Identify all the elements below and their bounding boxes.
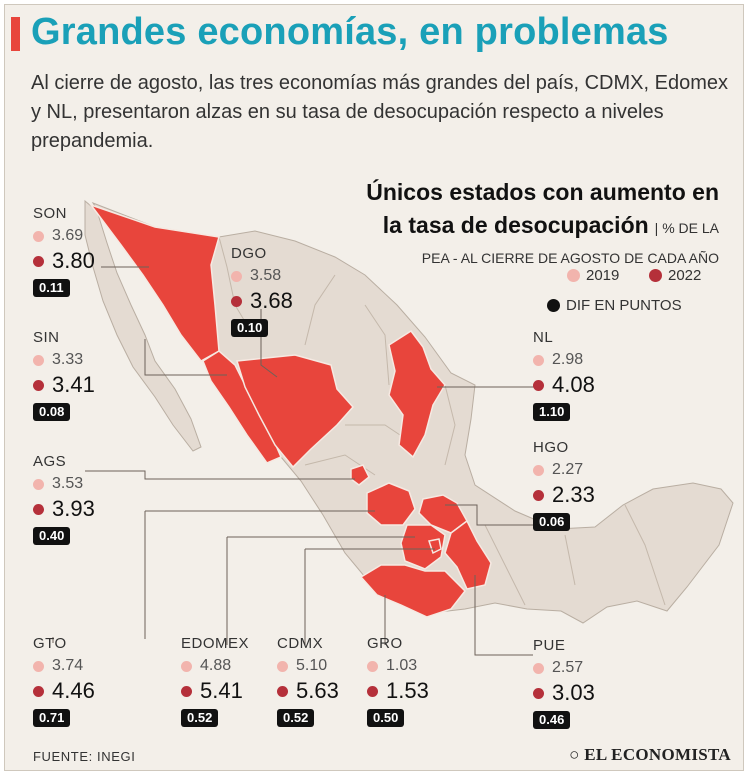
value-2022: 3.41	[33, 371, 95, 399]
source-note: FUENTE: INEGI	[33, 749, 136, 764]
value-2019: 3.33	[33, 349, 95, 371]
value-2022: 1.53	[367, 677, 429, 705]
legend-2022-dot	[649, 269, 662, 282]
diff-badge: 0.71	[33, 709, 71, 727]
map-state-sin	[202, 350, 282, 464]
state-name: DGO	[231, 245, 267, 262]
value-2022: 5.63	[277, 677, 339, 705]
accent-bar	[11, 17, 20, 51]
state-cdmx: CDMX 5.10 5.63 0.52	[277, 633, 339, 727]
chart-subtitle: la tasa de desocupación | % DE LA PEA - AL…	[382, 212, 719, 266]
legend-2022: 2022	[649, 267, 701, 284]
state-name: NL	[533, 329, 554, 346]
state-name: AGS	[33, 453, 67, 470]
legend-2019: 2019	[567, 267, 619, 284]
map-state-gro	[359, 564, 466, 618]
state-gto: GTO 3.74 4.46 0.71	[33, 633, 95, 727]
map-state-dgo	[236, 354, 355, 469]
diff-badge: 0.50	[367, 709, 405, 727]
value-2019: 3.53	[33, 473, 95, 495]
state-pue: PUE 2.57 3.03 0.46	[533, 635, 595, 729]
map-state-ags	[350, 464, 370, 486]
infographic-frame: Grandes economías, en problemas Al cierr…	[4, 4, 744, 771]
map-state-pue	[444, 519, 492, 590]
diff-badge: 0.11	[33, 279, 70, 297]
map-state-nl	[388, 329, 446, 459]
state-son: SON 3.69 3.80 0.11	[33, 203, 95, 297]
state-name: HGO	[533, 439, 569, 456]
value-2022: 3.68	[231, 287, 293, 315]
state-edomex: EDOMEX 4.88 5.41 0.52	[181, 633, 249, 727]
diff-badge: 0.10	[231, 319, 269, 337]
value-2022: 3.93	[33, 495, 95, 523]
diff-badge: 0.08	[33, 403, 71, 421]
value-2019: 2.98	[533, 349, 595, 371]
value-2019: 3.58	[231, 265, 293, 287]
map-highlighted-states	[88, 203, 492, 618]
map-state-gto	[366, 482, 416, 526]
state-name: SIN	[33, 329, 60, 346]
value-2022: 3.80	[33, 247, 95, 275]
diff-badge: 1.10	[533, 403, 571, 421]
value-2019: 1.03	[367, 655, 429, 677]
legend-2019-dot	[567, 269, 580, 282]
diff-badge: 0.52	[277, 709, 315, 727]
state-gro: GRO 1.03 1.53 0.50	[367, 633, 429, 727]
legend-diff-dot	[547, 299, 560, 312]
map-baja-california	[84, 199, 202, 452]
diff-badge: 0.52	[181, 709, 219, 727]
leader-lines	[52, 266, 537, 656]
value-2019: 5.10	[277, 655, 339, 677]
map-state-edomex	[400, 524, 446, 570]
diff-badge: 0.06	[533, 513, 571, 531]
value-2022: 4.46	[33, 677, 95, 705]
diff-badge: 0.40	[33, 527, 71, 545]
page-title: Grandes economías, en problemas	[31, 11, 669, 53]
value-2019: 3.74	[33, 655, 95, 677]
value-2022: 2.33	[533, 481, 595, 509]
state-name: PUE	[533, 637, 566, 654]
value-2019: 3.69	[33, 225, 95, 247]
state-name: GRO	[367, 635, 403, 652]
mexico-map	[52, 199, 734, 656]
diff-badge: 0.46	[533, 711, 571, 729]
state-hgo: HGO 2.27 2.33 0.06	[533, 437, 595, 531]
state-name: SON	[33, 205, 68, 222]
state-name: CDMX	[277, 635, 324, 652]
chart-title: Únicos estados con aumento en	[366, 179, 719, 205]
state-sin: SIN 3.33 3.41 0.08	[33, 327, 95, 421]
state-name: GTO	[33, 635, 67, 652]
state-dgo: DGO 3.58 3.68 0.10	[231, 243, 293, 337]
value-2019: 2.27	[533, 459, 595, 481]
state-ags: AGS 3.53 3.93 0.40	[33, 451, 95, 545]
value-2022: 4.08	[533, 371, 595, 399]
state-name: EDOMEX	[181, 635, 250, 652]
value-2022: 3.03	[533, 679, 595, 707]
value-2022: 5.41	[181, 677, 249, 705]
subtitle: Al cierre de agosto, las tres economías …	[31, 72, 728, 152]
value-2019: 2.57	[533, 657, 595, 679]
legend-diff: DIF EN PUNTOS	[547, 297, 682, 314]
value-2019: 4.88	[181, 655, 249, 677]
state-nl: NL 2.98 4.08 1.10	[533, 327, 595, 421]
brand-logo: ○ EL ECONOMISTA	[569, 745, 731, 764]
